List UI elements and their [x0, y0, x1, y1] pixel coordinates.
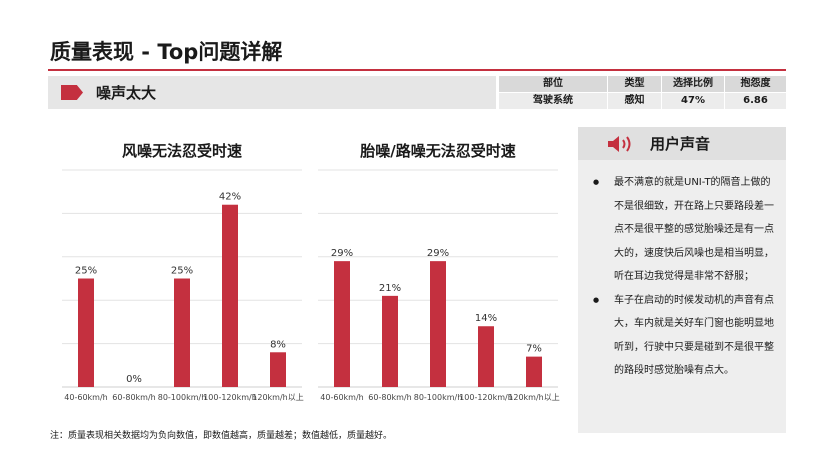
- chart-bar: [430, 261, 446, 387]
- chart-title: 胎噪/路噪无法忍受时速: [360, 142, 515, 160]
- stats-value-row: 驾驶系统 感知 47% 6.86: [499, 93, 786, 109]
- user-voice-item: 最不满意的就是UNI-T的隔音上做的不是很细致，开在路上只要路段差一点不是很平整…: [592, 171, 774, 289]
- x-tick-label: 100-120km/h: [203, 393, 257, 402]
- stats-header-row: 部位 类型 选择比例 抱怨度: [499, 76, 786, 92]
- data-label: 7%: [526, 344, 542, 355]
- data-label: 25%: [75, 266, 97, 277]
- chart-bar: [382, 295, 398, 387]
- chart-bar: [174, 278, 190, 387]
- x-tick-label: 40-60km/h: [320, 393, 363, 402]
- stats-header-complaint: 抱怨度: [725, 76, 786, 92]
- x-tick-label: 100-120km/h: [459, 393, 513, 402]
- x-tick-label: 120km/h以上: [508, 393, 559, 402]
- chart-bar: [78, 278, 94, 387]
- user-voice-list: 最不满意的就是UNI-T的隔音上做的不是很细致，开在路上只要路段差一点不是很平整…: [592, 171, 774, 383]
- x-tick-label: 60-80km/h: [368, 393, 411, 402]
- speaker-icon: [608, 136, 631, 152]
- issue-banner: 噪声太大: [48, 76, 496, 109]
- data-label: 25%: [171, 266, 193, 277]
- data-label: 8%: [270, 339, 286, 350]
- charts-svg: 风噪无法忍受时速 25% 40-60km/h 0% 60-80km/h 25% 80-100…: [62, 142, 560, 402]
- data-label: 42%: [219, 192, 241, 203]
- stats-table: 部位 类型 选择比例 抱怨度 驾驶系统 感知 47% 6.86: [499, 76, 786, 109]
- stats-header-type: 类型: [608, 76, 661, 92]
- data-label: 29%: [427, 248, 449, 259]
- title-divider: [48, 69, 786, 71]
- data-label: 14%: [475, 313, 497, 324]
- footnote: 注：质量表现相关数据均为负向数值，即数值越高，质量越差；数值越低，质量越好。: [50, 431, 393, 441]
- issue-marker-icon: [61, 85, 83, 100]
- issue-label: 噪声太大: [96, 84, 157, 102]
- chart-bar: [270, 352, 286, 387]
- chart-title: 风噪无法忍受时速: [122, 142, 242, 160]
- data-label: 21%: [379, 283, 401, 294]
- chart-bar: [222, 204, 238, 387]
- chart-bar: [334, 261, 350, 387]
- stats-header-part: 部位: [499, 76, 607, 92]
- x-tick-label: 120km/h以上: [252, 393, 303, 402]
- user-voice-header: 用户声音: [578, 127, 786, 160]
- chart-bar: [478, 326, 494, 387]
- stats-value-type: 感知: [608, 93, 661, 109]
- stats-header-ratio: 选择比例: [662, 76, 724, 92]
- x-tick-label: 80-100km/h: [158, 393, 207, 402]
- charts-area: 风噪无法忍受时速 25% 40-60km/h 0% 60-80km/h 25% 80-100…: [0, 130, 831, 420]
- stats-value-complaint: 6.86: [725, 93, 786, 109]
- x-tick-label: 80-100km/h: [414, 393, 463, 402]
- x-tick-label: 60-80km/h: [112, 393, 155, 402]
- page-title: 质量表现 - Top问题详解: [50, 40, 283, 64]
- user-voice-item: 车子在启动的时候发动机的声音有点大，车内就是关好车门窗也能明显地听到，行驶中只要…: [592, 289, 774, 383]
- chart-bar: [526, 356, 542, 387]
- stats-value-part: 驾驶系统: [499, 93, 607, 109]
- data-label: 29%: [331, 248, 353, 259]
- stats-value-ratio: 47%: [662, 93, 724, 109]
- user-voice-panel: 用户声音 最不满意的就是UNI-T的隔音上做的不是很细致，开在路上只要路段差一点…: [578, 127, 786, 433]
- data-label: 0%: [126, 374, 142, 385]
- user-voice-title: 用户声音: [650, 135, 711, 153]
- x-tick-label: 40-60km/h: [64, 393, 107, 402]
